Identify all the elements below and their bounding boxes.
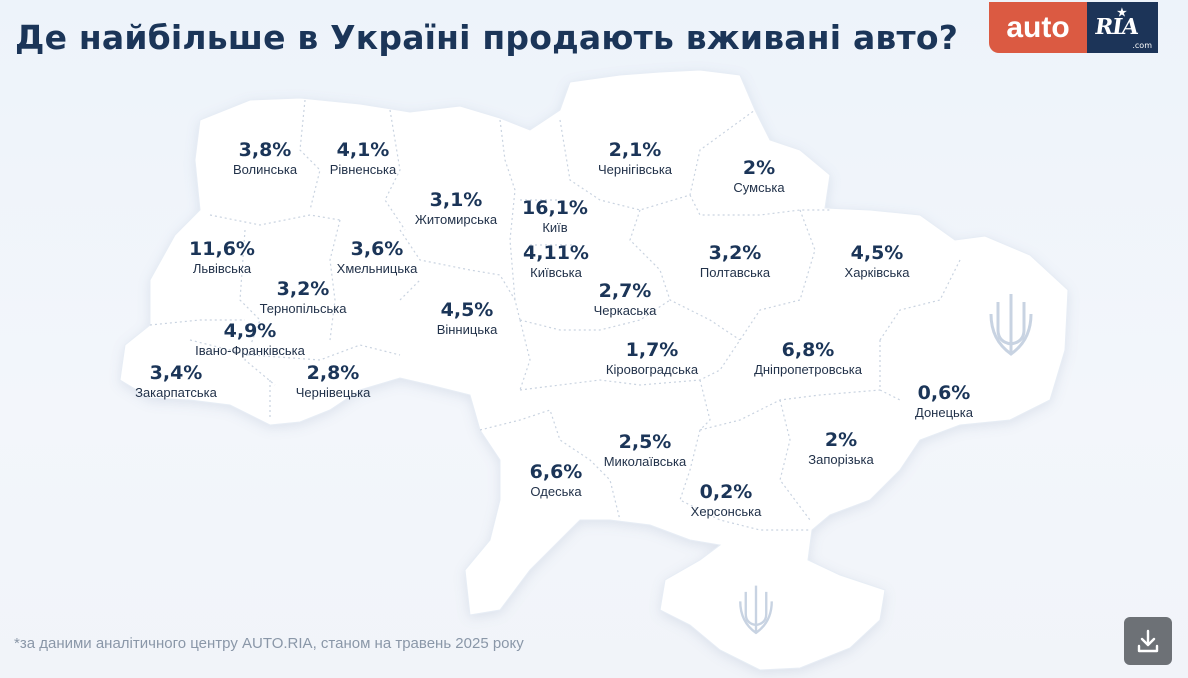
region-label-rivne: 4,1% Рівненська: [329, 139, 397, 177]
region-label-kherson: 0,2% Херсонська: [690, 481, 762, 519]
star-icon: ★: [1117, 6, 1127, 19]
download-button[interactable]: [1124, 617, 1172, 665]
page-title: Де найбільше в Україні продають вживані …: [15, 18, 959, 57]
region-label-vinnytsia: 4,5% Вінницька: [436, 299, 498, 337]
region-border-carpathian: [189, 339, 401, 420]
logo-ria-part: ★ RIA .com: [1087, 2, 1158, 53]
region-label-kharkiv: 4,5% Харківська: [844, 242, 910, 280]
region-label-odesa: 6,6% Одеська: [529, 461, 583, 499]
region-label-kirovohrad: 1,7% Кіровоградська: [605, 339, 699, 377]
region-label-volyn: 3,8% Волинська: [232, 139, 298, 177]
region-border-center-west: [329, 219, 521, 341]
region-label-mykolaiv: 2,5% Миколаївська: [603, 431, 687, 469]
region-label-donetsk: 0,6% Донецька: [914, 382, 974, 420]
trident-icon: [989, 294, 1033, 356]
region-label-zhytomyr: 3,1% Житомирська: [414, 189, 498, 227]
region-label-zaporizhzhia: 2% Запорізька: [808, 429, 874, 467]
region-label-chernivtsi: 2,8% Чернівецька: [295, 362, 371, 400]
ukraine-outline: [119, 69, 1069, 671]
region-border-north-west: [299, 99, 406, 231]
region-label-ternopil: 3,2% Тернопільська: [259, 278, 347, 316]
autoria-logo[interactable]: auto ★ RIA .com: [989, 2, 1158, 53]
region-label-kyiv-city: 16,1% Київ: [522, 197, 588, 235]
region-label-lviv: 11,6% Львівська: [189, 238, 255, 276]
region-border-kyiv: [499, 109, 756, 301]
region-label-sumy: 2% Сумська: [733, 157, 785, 195]
logo-com-text: .com: [1132, 41, 1152, 50]
trident-icon: [739, 585, 773, 635]
region-label-khmelnytskyi: 3,6% Хмельницька: [336, 238, 418, 276]
region-label-zakarpattia: 3,4% Закарпатська: [135, 362, 217, 400]
region-label-cherkasy: 2,7% Черкаська: [593, 280, 657, 318]
region-label-ivano-frankivsk: 4,9% Івано-Франківська: [195, 320, 305, 358]
footnote: *за даними аналітичного центру AUTO.RIA,…: [14, 635, 524, 652]
region-border-center: [519, 209, 741, 391]
region-border-west: [149, 214, 341, 386]
download-icon: [1137, 629, 1159, 653]
region-label-chernihiv: 2,1% Чернігівська: [597, 139, 673, 177]
region-label-poltava: 3,2% Полтавська: [699, 242, 771, 280]
logo-auto-part: auto: [989, 2, 1087, 53]
region-border-south: [479, 389, 881, 531]
region-label-kyiv-oblast: 4,11% Київська: [523, 242, 589, 280]
region-label-dnipro: 6,8% Дніпропетровська: [754, 339, 862, 377]
region-border-east: [689, 194, 961, 341]
